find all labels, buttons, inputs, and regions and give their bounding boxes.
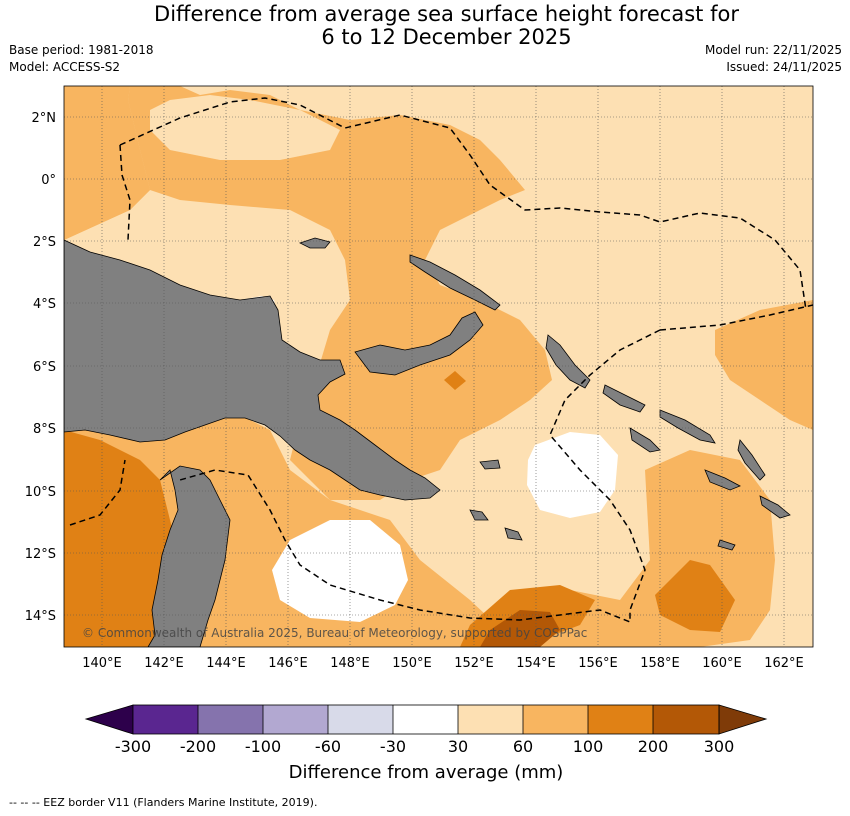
colorbar-bin [328,705,393,734]
lon-tick: 148°E [330,656,370,671]
lon-tick: 154°E [516,656,556,671]
right-meta: Model run: 22/11/2025 Issued: 24/11/2025 [705,42,842,76]
lat-tick: 14°S [25,609,56,624]
lon-axis: 140°E 142°E 144°E 146°E 148°E 150°E 152°… [82,656,804,671]
colorbar-bin [588,705,653,734]
anomaly-200-300-south [480,610,560,647]
colorbar: -300 -200 -100 -60 -30 30 60 100 200 300… [84,704,768,783]
land-solomon-islands [602,384,791,519]
lon-tick: 142°E [144,656,184,671]
map-plot-area [64,86,813,647]
colorbar-bin [523,705,588,734]
land-bougainville [545,334,591,389]
base-period: Base period: 1981-2018 [9,43,154,57]
anomaly-60-100-central [128,86,552,500]
lat-tick: 12°S [25,547,56,562]
land-new-ireland [409,254,501,311]
lat-tick: 2°S [33,235,56,250]
title-line-2: 6 to 12 December 2025 [321,25,572,49]
anomaly-neutral-coral-sea [272,520,408,622]
left-meta: Base period: 1981-2018 Model: ACCESS-S2 [9,42,154,76]
lat-tick: 10°S [25,485,56,500]
colorbar-tick: 100 [573,737,604,756]
colorbar-tick: 300 [704,737,735,756]
lon-tick: 160°E [702,656,742,671]
lat-tick: 0° [41,173,56,188]
colorbar-tick: 60 [513,737,533,756]
colorbar-label: Difference from average (mm) [289,762,564,783]
colorbar-tick: -100 [245,737,281,756]
issued-date: Issued: 24/11/2025 [726,60,842,74]
model-name: Model: ACCESS-S2 [9,60,121,74]
lat-tick: 6°S [33,360,56,375]
copyright-watermark: © Commonwealth of Australia 2025, Bureau… [82,626,587,640]
lon-tick: 140°E [82,656,122,671]
colorbar-extend-low [84,704,134,735]
colorbar-bin [198,705,263,734]
lat-tick: 2°N [32,111,57,126]
lon-tick: 144°E [206,656,246,671]
colorbar-bin [458,705,523,734]
title-line-1: Difference from average sea surface heig… [154,2,739,26]
lat-tick: 4°S [33,297,56,312]
colorbar-tick: -30 [380,737,406,756]
anomaly-neutral-solomon [527,432,618,518]
land-louisiade [469,459,736,551]
model-run: Model run: 22/11/2025 [704,43,842,57]
colorbar-bin [263,705,328,734]
land-new-britain [354,311,484,376]
lon-tick: 150°E [392,656,432,671]
colorbar-tick: -200 [180,737,216,756]
anomaly-60-100-east [715,300,813,430]
anomaly-100-200-spot [444,371,466,390]
anomaly-100-200-southeast [655,560,735,632]
lon-tick: 152°E [454,656,494,671]
colorbar-tick: -60 [315,737,341,756]
land-australia [147,465,231,647]
anomaly-30-60-pocket [150,95,340,160]
colorbar-tick: -300 [115,737,151,756]
eez-borders [69,97,813,624]
map-frame [63,85,814,648]
map-title: Difference from average sea surface heig… [0,3,850,49]
anomaly-60-100-north [64,86,150,240]
colorbar-bin [133,705,198,734]
lon-tick: 146°E [268,656,308,671]
lon-tick: 158°E [640,656,680,671]
lon-tick: 156°E [578,656,618,671]
colorbar-tick: 200 [638,737,669,756]
colorbar-bin [393,705,458,734]
eez-footnote: -- -- -- EEZ border V11 (Flanders Marine… [9,796,318,809]
colorbar-tick: 30 [448,737,468,756]
lat-axis: 2°N 0° 2°S 4°S 6°S 8°S 10°S 12°S 14°S [25,111,56,624]
land-new-guinea [64,239,441,501]
land-manus [298,237,331,249]
lon-tick: 162°E [764,656,804,671]
colorbar-extend-high [718,704,768,735]
colorbar-bin [653,705,719,734]
lat-tick: 8°S [33,422,56,437]
map-gridlines [64,86,813,647]
